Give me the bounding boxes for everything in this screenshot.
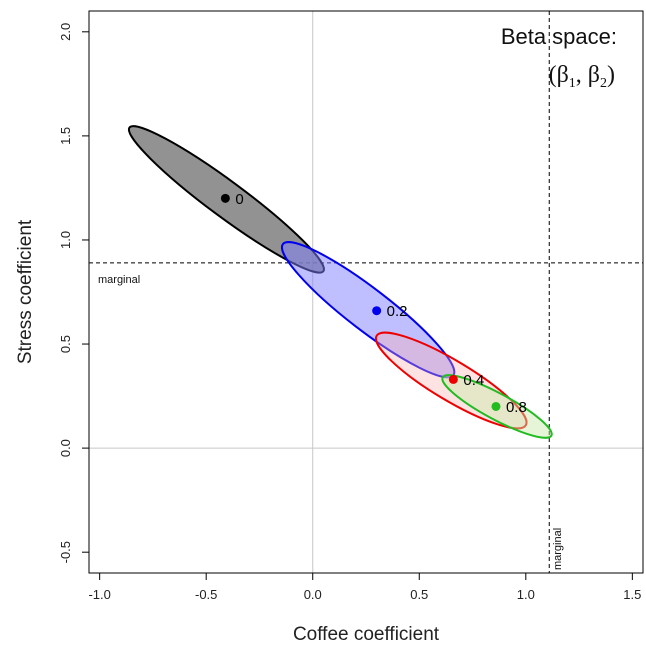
point-0-8: [491, 401, 501, 411]
marginal-label-horizontal: marginal: [98, 274, 140, 286]
point-0-4: [448, 374, 458, 384]
y-tick-label: 0.0: [58, 439, 73, 457]
marginal-label-vertical: marginal: [552, 528, 564, 570]
x-tick-label: -0.5: [195, 587, 217, 602]
subtitle-sub2: 2: [600, 76, 607, 91]
y-tick-label: 1.5: [58, 127, 73, 145]
y-tick-label: 0.5: [58, 335, 73, 353]
subtitle-beta2: β: [588, 62, 600, 88]
plot-frame: [88, 10, 644, 574]
axis-ticks: -1.0 -0.5 0.0 0.5 1.0 1.5 -0.5 0.0 0.5 1.0 1.5 2.0: [58, 23, 641, 602]
y-tick-label: 2.0: [58, 23, 73, 41]
point-0: [220, 193, 230, 203]
x-tick-label: -1.0: [88, 587, 110, 602]
point-label-0: 0: [235, 191, 243, 208]
chart-title: Beta space:: [501, 24, 617, 49]
x-tick-label: 0.5: [410, 587, 428, 602]
subtitle-close-paren: ): [607, 62, 615, 88]
subtitle-separator: ,: [576, 62, 588, 88]
subtitle-sub1: 1: [569, 76, 576, 91]
point-label-0-4: 0.4: [463, 372, 484, 389]
subtitle-open-paren: (: [549, 62, 557, 88]
point-label-0-8: 0.8: [506, 399, 527, 416]
point-0-2: [372, 306, 382, 316]
x-tick-label: 0.0: [304, 587, 322, 602]
y-tick-label: 1.0: [58, 231, 73, 249]
x-tick-label: 1.0: [517, 587, 535, 602]
y-tick-label: -0.5: [58, 541, 73, 563]
chart-subtitle: (β1, β2): [549, 62, 615, 91]
x-tick-label: 1.5: [623, 587, 641, 602]
x-axis-title: Coffee coefficient: [293, 624, 440, 645]
y-axis-title: Stress coefficient: [15, 219, 36, 364]
subtitle-beta1: β: [557, 62, 569, 88]
plot-area: marginal marginal 0 0.2 0.4 0.8: [89, 11, 643, 573]
point-label-0-2: 0.2: [387, 303, 408, 320]
